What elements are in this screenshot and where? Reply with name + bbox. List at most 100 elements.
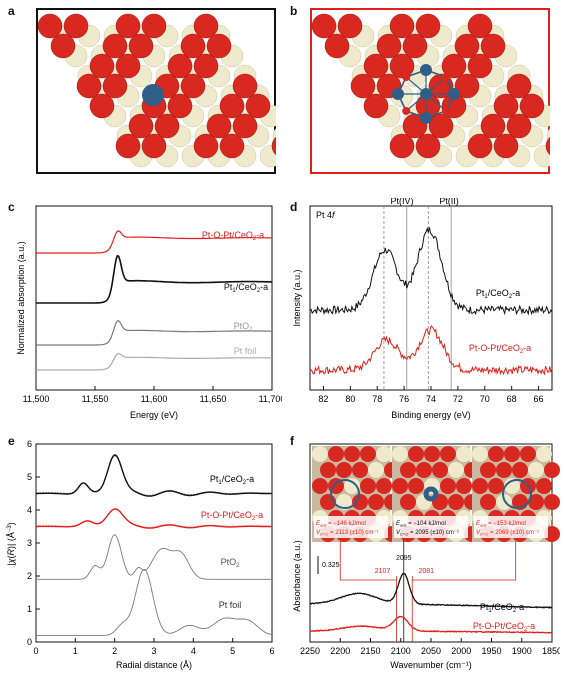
e-series-1 (36, 508, 272, 529)
c-ylabel: Normalized absorption (a.u.) (16, 241, 26, 355)
ceria-oxygen-atom (454, 73, 480, 99)
f-inset-atom (472, 478, 488, 494)
f-inset-atom (520, 446, 536, 462)
d-xtick-label: 72 (453, 394, 463, 404)
f-inset-atom (456, 478, 472, 494)
oxygen-atom (441, 73, 450, 82)
f-inset-atom (352, 494, 368, 510)
f-inset-atom (504, 446, 520, 462)
e-xtick-label: 1 (73, 646, 78, 656)
f-inset-atom (400, 462, 416, 478)
ceria-oxygen-atom (389, 53, 415, 79)
f-inset-atom (472, 446, 488, 462)
c-xtick-label: 11,500 (23, 394, 50, 404)
f-inset-atom (544, 494, 560, 510)
ceria-oxygen-atom (76, 73, 102, 99)
e-ytick-label: 2 (27, 571, 32, 581)
d-annot-ptiv: Pt(IV) (390, 198, 413, 206)
f-bracket-right (412, 541, 517, 581)
oxygen-atom (441, 106, 450, 115)
panel-f-chart: Eads = −146 kJ/mol VC=O = 2113 (±10) cm⁻¹… (292, 443, 560, 670)
e-xlabel: Radial distance (Å) (116, 660, 192, 670)
f-xtick-label: 2150 (360, 646, 380, 656)
e-xtick-label: 6 (269, 646, 274, 656)
ceria-oxygen-atom (363, 53, 389, 79)
f-xtick-label: 2100 (391, 646, 411, 656)
f-inset-vco: VC=O = 2069 (±10) cm⁻¹ (476, 530, 539, 537)
c-xtick-label: 11,550 (82, 394, 109, 404)
ceria-oxygen-atom (102, 33, 128, 59)
panel-d-label: d (290, 200, 298, 214)
d-annot-ptii: Pt(II) (439, 198, 459, 206)
f-inset-0: Eads = −146 kJ/mol VC=O = 2113 (±10) cm⁻¹ (312, 446, 400, 542)
e-xtick-label: 3 (151, 646, 156, 656)
f-inset-pt-cluster (502, 479, 532, 509)
c-xtick-label: 11,650 (200, 394, 227, 404)
ceria-oxygen-atom (506, 113, 532, 139)
f-peak-label: 2107 (375, 568, 391, 575)
ceria-oxygen-atom (128, 113, 154, 139)
f-inset-atom (440, 446, 456, 462)
f-inset-atom (376, 446, 392, 462)
ceria-oxygen-atom (415, 133, 441, 159)
ceria-oxygen-atom (480, 33, 506, 59)
f-inset-atom (328, 446, 344, 462)
ceria-oxygen-atom (467, 13, 493, 39)
f-inset-atom (440, 478, 456, 494)
e-fit-1 (36, 508, 272, 528)
c-series-3 (36, 352, 272, 371)
c-series-2 (36, 320, 272, 346)
pt-atom (420, 64, 432, 76)
f-inset-atom (344, 446, 360, 462)
ceria-surface-lattice (37, 13, 276, 168)
e-legend-ptfoil: Pt foil (219, 600, 242, 610)
f-inset-atom (336, 462, 352, 478)
ceria-oxygen-atom (115, 13, 141, 39)
panel-e-label: e (8, 434, 15, 448)
e-legend-pt1: Pt1/CeO2-a (210, 474, 254, 486)
ceria-oxygen-atom (37, 13, 63, 39)
e-series-2 (36, 534, 272, 580)
ceria-oxygen-atom (128, 33, 154, 59)
d-xtick-label: 70 (480, 394, 490, 404)
d-xtick-label: 68 (507, 394, 517, 404)
f-inset-pt-cluster (423, 486, 439, 502)
e-ylabel: |χ(R)| (Å−3) (6, 522, 16, 565)
f-series-1 (309, 615, 553, 634)
e-ytick-label: 6 (27, 439, 32, 449)
d-xlabel: Binding energy (eV) (391, 410, 471, 420)
d-legend-pt1: Pt1/CeO2-a (476, 288, 520, 300)
panel-f-label: f (290, 434, 294, 448)
ceria-oxygen-atom (311, 13, 337, 39)
ceria-oxygen-atom (337, 13, 363, 39)
f-scale-label: 0.325 (322, 562, 340, 569)
d-xtick-label: 82 (318, 394, 328, 404)
ceria-oxygen-atom (219, 93, 245, 119)
f-inset-2: Eads = −153 kJ/mol VC=O = 2069 (±10) cm⁻¹ (472, 446, 560, 542)
f-legend-pt1: Pt1/CeO2-a (480, 602, 524, 614)
panel-b-structure (310, 8, 550, 174)
f-inset-atom (320, 462, 336, 478)
e-series-0 (36, 454, 272, 497)
ceria-oxygen-atom (193, 133, 219, 159)
ceria-oxygen-atom (167, 93, 193, 119)
e-xtick-label: 0 (33, 646, 38, 656)
d-xtick-label: 78 (372, 394, 382, 404)
ceria-oxygen-atom (454, 33, 480, 59)
ceria-cerium-atom (259, 144, 276, 168)
c-xtick-label: 11,700 (259, 394, 282, 404)
pt-atom (420, 88, 432, 100)
f-inset-atom (512, 462, 528, 478)
e-ytick-label: 1 (27, 604, 32, 614)
f-series-0 (309, 572, 553, 609)
ceria-oxygen-atom (115, 53, 141, 79)
f-inset-atom (536, 446, 552, 462)
f-inset-atom (392, 446, 408, 462)
f-xtick-label: 1850 (542, 646, 560, 656)
ceria-oxygen-atom (271, 136, 276, 156)
f-xtick-label: 1950 (481, 646, 501, 656)
ceria-oxygen-atom (89, 53, 115, 79)
ceria-oxygen-atom (467, 53, 493, 79)
ceria-oxygen-atom (180, 33, 206, 59)
c-xtick-label: 11,600 (141, 394, 168, 404)
